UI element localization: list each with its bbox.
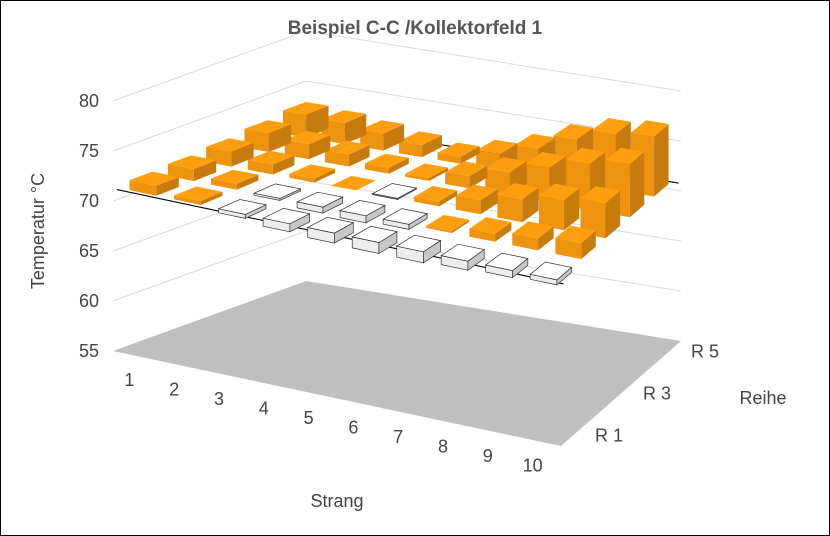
x-axis-label: Strang (310, 491, 363, 511)
z-axis-ticks: 55 60 65 70 75 80 (79, 91, 99, 361)
bar-R2-strang-9 (512, 221, 554, 251)
bar-R2-strang-7 (426, 214, 470, 234)
bar-R3-strang-2 (247, 150, 295, 175)
x-tick-label: 7 (393, 427, 403, 447)
bar-R3-strang-7 (455, 184, 498, 215)
bar-R1-strang-4 (262, 208, 311, 233)
row-tick-label: R 1 (595, 426, 623, 446)
bar-R1-strang-7 (395, 234, 442, 264)
bar-R5-strang-4 (398, 131, 442, 158)
chart-title: Beispiel C-C /Kollektorfeld 1 (288, 18, 543, 39)
x-tick-label: 4 (259, 398, 269, 418)
x-tick-label: 10 (523, 455, 543, 475)
bar-R2-strang-4 (296, 191, 344, 214)
bar-R5-strang-1 (282, 102, 329, 138)
bar-R4-strang-3 (324, 140, 370, 167)
z-tick-label: 70 (79, 191, 99, 211)
bar-R5-strang-3 (360, 120, 405, 151)
bar-R3-strang-5 (371, 183, 418, 200)
x-tick-label: 9 (483, 446, 493, 466)
bar-R1-strang-1 (129, 171, 179, 196)
z-tick-label: 65 (79, 241, 99, 261)
bar-R4-strang-2 (284, 131, 331, 160)
x-tick-label: 6 (348, 417, 358, 437)
z-tick-label: 60 (79, 291, 99, 311)
x-tick-label: 3 (214, 389, 224, 409)
bar-R1-strang-2 (174, 186, 223, 205)
row-tick-label: R 5 (691, 342, 719, 362)
z-tick-label: 75 (79, 141, 99, 161)
bar-R1-strang-8 (440, 243, 486, 271)
bar-R4-strang-5 (405, 163, 449, 181)
gridline (112, 30, 682, 102)
bar-R3-strang-9 (538, 183, 580, 231)
x-tick-label: 2 (169, 379, 179, 399)
bars (129, 102, 669, 286)
bar-R2-strang-10 (555, 225, 596, 260)
bar-R1-strang-9 (484, 252, 529, 279)
x-axis-ticks: 1 2 3 4 5 6 7 8 9 10 (124, 370, 542, 476)
bar-R3-strang-3 (289, 164, 336, 183)
bar-R3-strang-10 (580, 186, 621, 239)
bar-R3-strang-8 (497, 183, 539, 223)
row-tick-label: R 3 (643, 384, 671, 404)
bar-R4-strang-6 (445, 161, 488, 189)
bar-R2-strang-5 (339, 200, 386, 224)
x-tick-label: 1 (124, 370, 134, 390)
chart-floor (113, 281, 681, 446)
row-axis-ticks: R 1 R 3 R 5 (595, 342, 719, 446)
row-axis-label: Reihe (739, 388, 786, 408)
bar-R3-strang-6 (414, 186, 458, 207)
z-tick-label: 55 (79, 341, 99, 361)
bar-R2-strang-3 (252, 183, 302, 201)
z-tick-label: 80 (79, 91, 99, 111)
x-tick-label: 8 (438, 436, 448, 456)
bar-R1-strang-10 (529, 261, 573, 286)
bar-R2-strang-2 (211, 169, 259, 190)
bar-R4-strang-4 (364, 153, 409, 174)
bar-R2-strang-6 (382, 208, 429, 231)
bar-R1-strang-5 (306, 216, 355, 244)
z-axis-label: Temperatur °C (28, 173, 48, 289)
bar-R1-strang-3 (217, 199, 268, 219)
bar-R5-strang-5 (437, 142, 480, 164)
x-tick-label: 5 (304, 408, 314, 428)
gridline (112, 80, 682, 152)
bar-R2-strang-8 (469, 217, 512, 242)
bar-R3-strang-4 (331, 175, 376, 191)
bar-R1-strang-6 (351, 225, 398, 255)
